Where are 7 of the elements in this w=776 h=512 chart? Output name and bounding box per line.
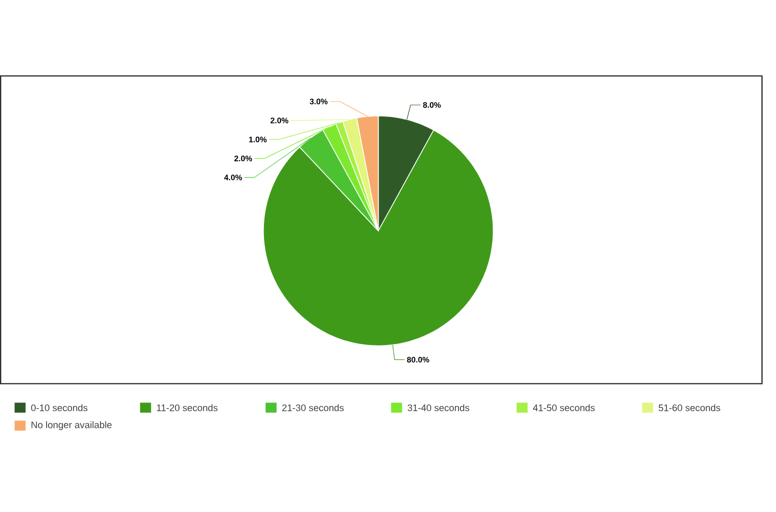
legend-label: No longer available bbox=[32, 421, 112, 430]
legend-label: 31-40 seconds bbox=[408, 404, 470, 412]
legend-label: 41-50 seconds bbox=[533, 404, 595, 412]
legend-label: 51-60 seconds bbox=[658, 404, 720, 412]
legend-label: 21-30 seconds bbox=[282, 404, 344, 412]
legend-label: 11-20 seconds bbox=[157, 404, 218, 412]
legend-label: 0-10 seconds bbox=[31, 404, 88, 412]
